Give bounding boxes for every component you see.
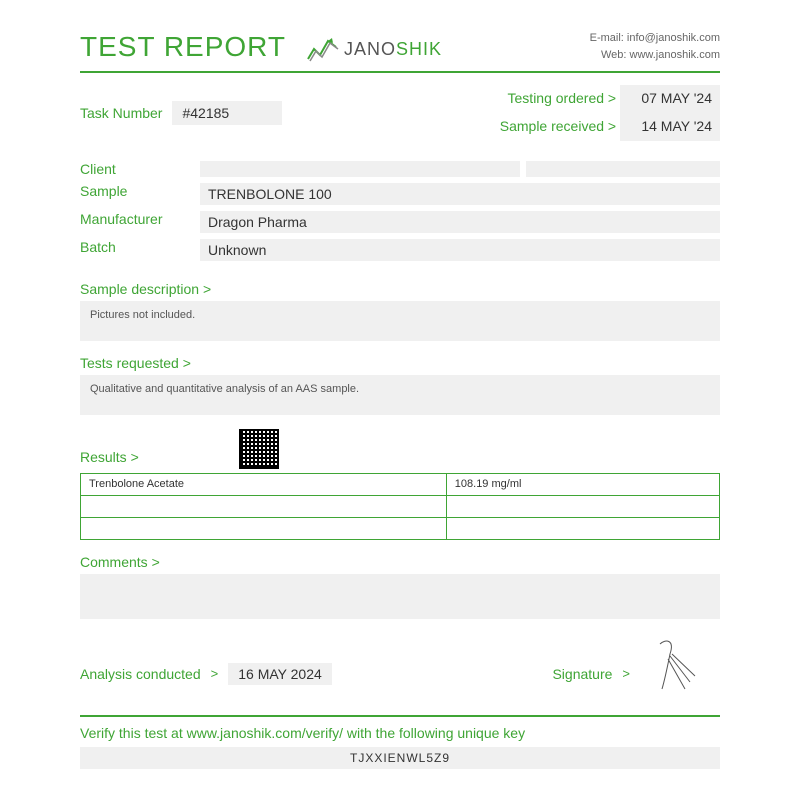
batch-label: Batch [80,239,200,261]
report-title: TEST REPORT [80,31,286,63]
tests-requested-header: Tests requested > [80,355,720,371]
client-value [200,161,520,177]
received-date: 14 MAY '24 [620,113,720,141]
sample-description-body: Pictures not included. [80,301,720,341]
sample-label: Sample [80,183,200,205]
brand-text: JANOSHIK [344,39,442,60]
qr-code-icon [239,429,279,469]
meta-row: Task Number #42185 Testing ordered > 07 … [80,85,720,141]
comments-body [80,574,720,619]
arrow-icon: > [608,118,616,134]
contact-block: E-mail: info@janoshik.com Web: www.janos… [590,30,720,63]
ordered-date: 07 MAY '24 [620,85,720,113]
sample-description-header: Sample description > [80,281,720,297]
substance-cell: Trenbolone Acetate [81,473,447,495]
verify-text: Verify this test at www.janoshik.com/ver… [80,715,720,741]
analysis-date: 16 MAY 2024 [228,663,332,685]
manufacturer-label: Manufacturer [80,211,200,233]
results-table: Trenbolone Acetate108.19 mg/ml [80,473,720,540]
arrow-icon: > [608,90,616,106]
results-header: Results > [80,449,139,465]
table-row: Trenbolone Acetate108.19 mg/ml [81,473,720,495]
arrow-icon: > [183,355,191,371]
arrow-icon: > [203,281,211,297]
arrow-icon: > [152,554,160,570]
substance-cell [81,495,447,517]
manufacturer-value: Dragon Pharma [200,211,720,233]
task-number-label: Task Number [80,105,162,121]
table-row [81,495,720,517]
signature-label: Signature [552,666,612,682]
arrow-icon: > [211,666,219,681]
arrow-icon: > [131,449,139,465]
signature-icon [640,649,720,699]
table-row [81,517,720,539]
client-label: Client [80,161,200,177]
value-cell: 108.19 mg/ml [446,473,719,495]
arrow-icon: > [622,666,630,681]
analysis-label: Analysis conducted [80,666,201,682]
info-grid: Client Sample TRENBOLONE 100 Manufacture… [80,161,720,261]
value-cell [446,517,719,539]
tests-requested-body: Qualitative and quantitative analysis of… [80,375,720,415]
footer-row: Analysis conducted > 16 MAY 2024 Signatu… [80,649,720,699]
brand-logo: JANOSHIK [306,35,442,63]
sample-value: TRENBOLONE 100 [200,183,720,205]
value-cell [446,495,719,517]
logo-icon [306,35,340,63]
task-number-value: #42185 [172,101,282,125]
ordered-label: Testing ordered [508,90,605,106]
client-extra [526,161,720,177]
batch-value: Unknown [200,239,720,261]
received-label: Sample received [500,118,604,134]
substance-cell [81,517,447,539]
comments-header: Comments > [80,554,720,570]
report-header: TEST REPORT JANOSHIK E-mail: info@janosh… [80,30,720,73]
verify-key: TJXXIENWL5Z9 [80,747,720,769]
